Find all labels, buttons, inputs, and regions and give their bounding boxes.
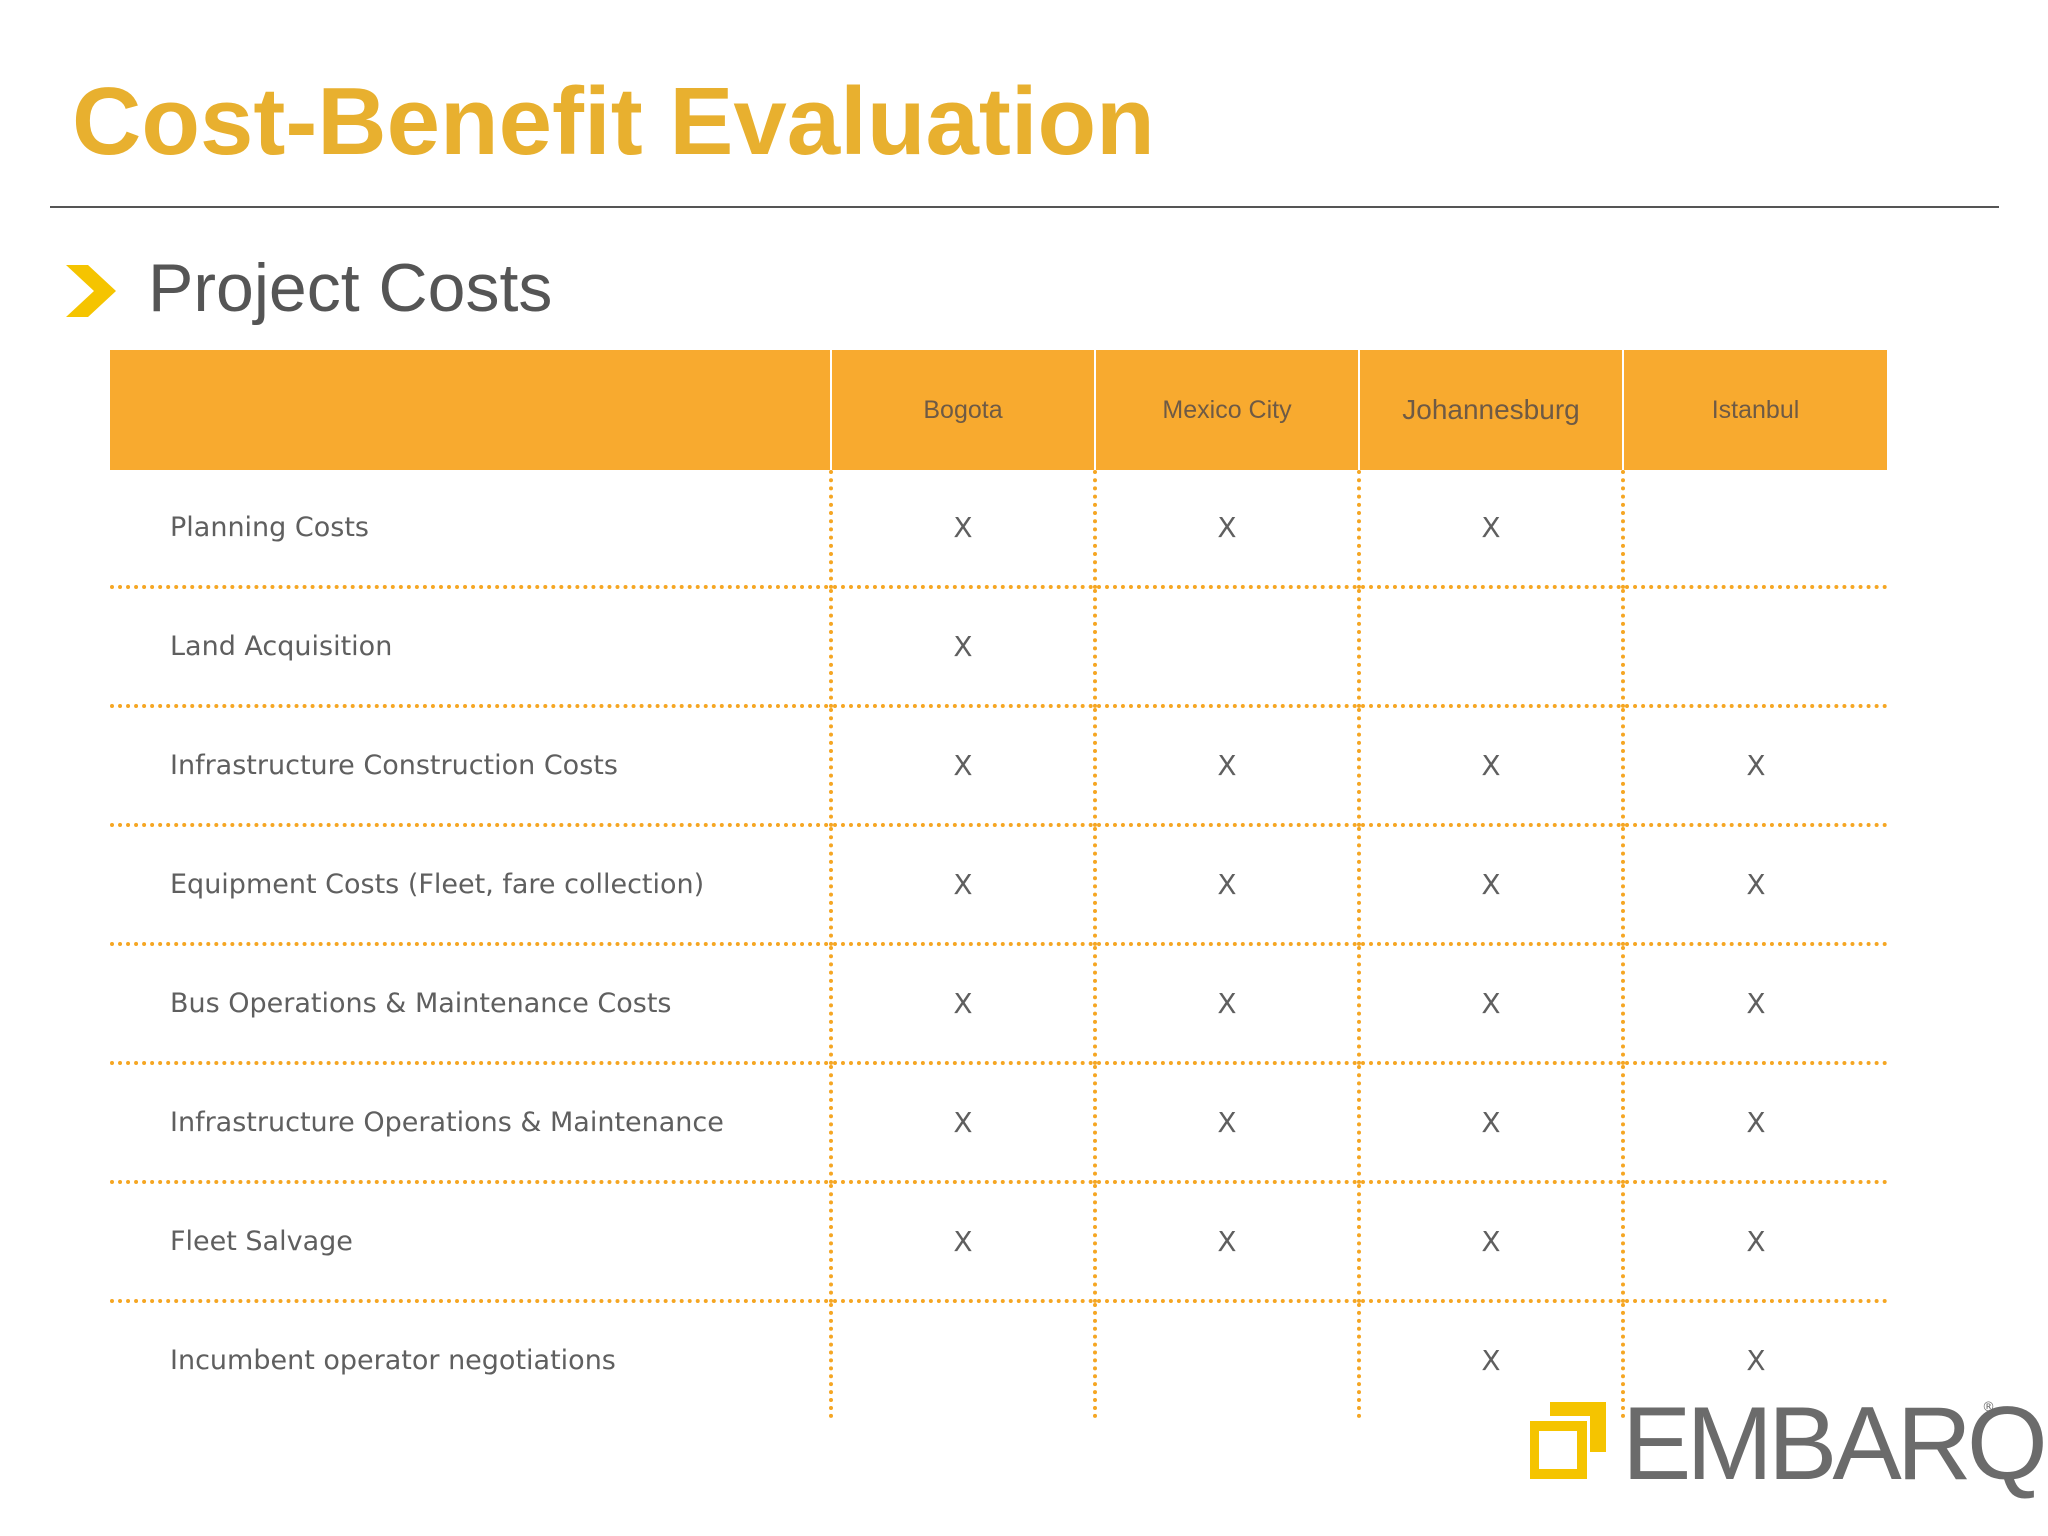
embarq-logo: EMBARQ ® (1530, 1392, 2048, 1496)
row-label: Infrastructure Operations & Maintenance (110, 1061, 831, 1182)
title-divider (50, 206, 1999, 208)
table-row: Land Acquisition X (110, 585, 1887, 706)
cell-mark: X (1621, 1180, 1887, 1301)
row-label: Equipment Costs (Fleet, fare collection) (110, 823, 831, 944)
chevron-right-icon (66, 265, 116, 317)
cell-mark: X (829, 1061, 1095, 1182)
table-row: Equipment Costs (Fleet, fare collection)… (110, 823, 1887, 944)
table-row: Fleet Salvage X X X X (110, 1180, 1887, 1301)
cell-mark: X (1357, 1299, 1623, 1418)
cell-mark: X (1621, 1061, 1887, 1182)
cell-mark: X (829, 585, 1095, 706)
cell-mark: X (1093, 823, 1359, 944)
table-row: Infrastructure Construction Costs X X X … (110, 704, 1887, 825)
row-label: Land Acquisition (110, 585, 831, 706)
cell-mark: X (1093, 942, 1359, 1063)
cell-mark (1357, 585, 1623, 706)
section-heading: Project Costs (148, 250, 553, 326)
cell-mark: X (829, 823, 1095, 944)
cell-mark (1093, 585, 1359, 706)
table-row: Bus Operations & Maintenance Costs X X X… (110, 942, 1887, 1063)
table-row: Planning Costs X X X (110, 470, 1887, 587)
column-header-mexico-city: Mexico City (1094, 350, 1359, 470)
cell-mark: X (1093, 470, 1359, 587)
cell-mark (1621, 585, 1887, 706)
table-row: Incumbent operator negotiations X X (110, 1299, 1887, 1418)
cell-mark: X (1093, 704, 1359, 825)
cell-mark (1621, 470, 1887, 587)
table-row: Infrastructure Operations & Maintenance … (110, 1061, 1887, 1182)
cost-table-container: Bogota Mexico City Johannesburg Istanbul… (110, 350, 1887, 1418)
project-costs-table: Bogota Mexico City Johannesburg Istanbul… (110, 350, 1887, 1418)
column-header-johannesburg: Johannesburg (1358, 350, 1623, 470)
cell-mark: X (829, 704, 1095, 825)
cell-mark: X (1621, 942, 1887, 1063)
registered-mark: ® (1982, 1400, 1995, 1415)
row-label: Fleet Salvage (110, 1180, 831, 1301)
cell-mark: X (1357, 942, 1623, 1063)
cell-mark: X (829, 1180, 1095, 1301)
cell-mark: X (1621, 704, 1887, 825)
header-corner (110, 350, 831, 470)
cell-mark (1093, 1299, 1359, 1418)
row-label: Bus Operations & Maintenance Costs (110, 942, 831, 1063)
cell-mark: X (1357, 823, 1623, 944)
row-label: Incumbent operator negotiations (110, 1299, 831, 1418)
cell-mark: X (1357, 1061, 1623, 1182)
cell-mark: X (1093, 1180, 1359, 1301)
embarq-logo-text: EMBARQ (1622, 1386, 2048, 1502)
cell-mark (829, 1299, 1095, 1418)
cell-mark: X (1621, 823, 1887, 944)
cell-mark: X (1357, 704, 1623, 825)
column-header-istanbul: Istanbul (1622, 350, 1887, 470)
cell-mark: X (1621, 1299, 1887, 1418)
row-label: Planning Costs (170, 512, 369, 543)
row-label: Infrastructure Construction Costs (110, 704, 831, 825)
header-row: Bogota Mexico City Johannesburg Istanbul (110, 350, 1887, 470)
slide-title: Cost-Benefit Evaluation (72, 68, 1155, 175)
cell-mark: X (829, 470, 1095, 587)
embarq-logo-icon (1530, 1402, 1606, 1479)
column-header-bogota: Bogota (830, 350, 1095, 470)
cell-mark: X (1357, 470, 1623, 587)
cell-mark: X (829, 942, 1095, 1063)
cell-mark: X (1093, 1061, 1359, 1182)
cell-mark: X (1357, 1180, 1623, 1301)
